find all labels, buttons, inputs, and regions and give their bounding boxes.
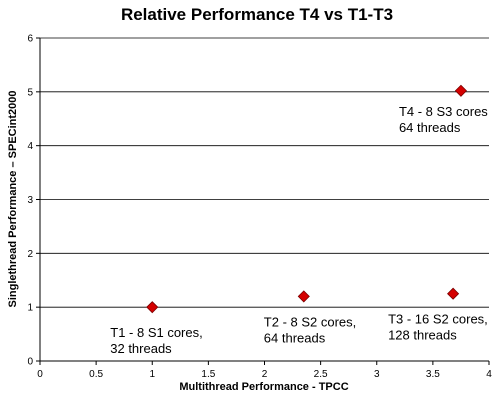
data-point	[447, 287, 460, 300]
data-point-label: T3 - 16 S2 cores,	[388, 312, 488, 327]
x-axis-ticks: 0 0.5 1 1.5 2 2.5 3 3.5 4	[37, 361, 492, 380]
chart-title: Relative Performance T4 vs T1-T3	[121, 5, 393, 24]
y-axis-ticks: 0 1 2 3 4 5 6	[27, 34, 40, 368]
data-point	[297, 290, 310, 303]
x-tick-label: 1	[149, 369, 155, 380]
x-tick-label: 2.5	[314, 369, 328, 380]
x-tick-label: 0.5	[89, 369, 103, 380]
x-axis-title: Multithread Performance - TPCC	[179, 381, 348, 393]
data-point-label: 32 threads	[110, 341, 172, 356]
y-tick-label: 2	[27, 249, 33, 260]
data-point-label: 64 threads	[399, 120, 461, 135]
y-axis-title: Singlethread Performance – SPECint2000	[7, 90, 19, 307]
data-point	[454, 84, 468, 97]
gridlines	[40, 37, 489, 308]
x-tick-label: 3	[374, 369, 380, 380]
y-tick-label: 3	[27, 195, 33, 206]
data-point-label: T2 - 8 S2 cores,	[264, 314, 356, 329]
y-tick-label: 0	[27, 357, 33, 368]
x-tick-label: 0	[37, 369, 43, 380]
x-tick-label: 3.5	[426, 369, 440, 380]
x-tick-label: 1.5	[201, 369, 215, 380]
data-point-label: 128 threads	[388, 328, 457, 343]
y-tick-label: 1	[27, 303, 33, 314]
x-tick-label: 4	[486, 369, 492, 380]
data-points	[146, 84, 468, 314]
point-labels: T1 - 8 S1 cores,32 threads T2 - 8 S2 core…	[110, 104, 488, 356]
y-tick-label: 6	[27, 34, 33, 45]
x-tick-label: 2	[262, 369, 268, 380]
data-point-label: 64 threads	[264, 330, 326, 345]
data-point-label: T1 - 8 S1 cores,	[110, 325, 202, 340]
data-point	[146, 301, 159, 314]
y-tick-label: 4	[27, 141, 33, 152]
y-tick-label: 5	[27, 87, 33, 98]
data-point-label: T4 - 8 S3 cores	[399, 104, 488, 119]
